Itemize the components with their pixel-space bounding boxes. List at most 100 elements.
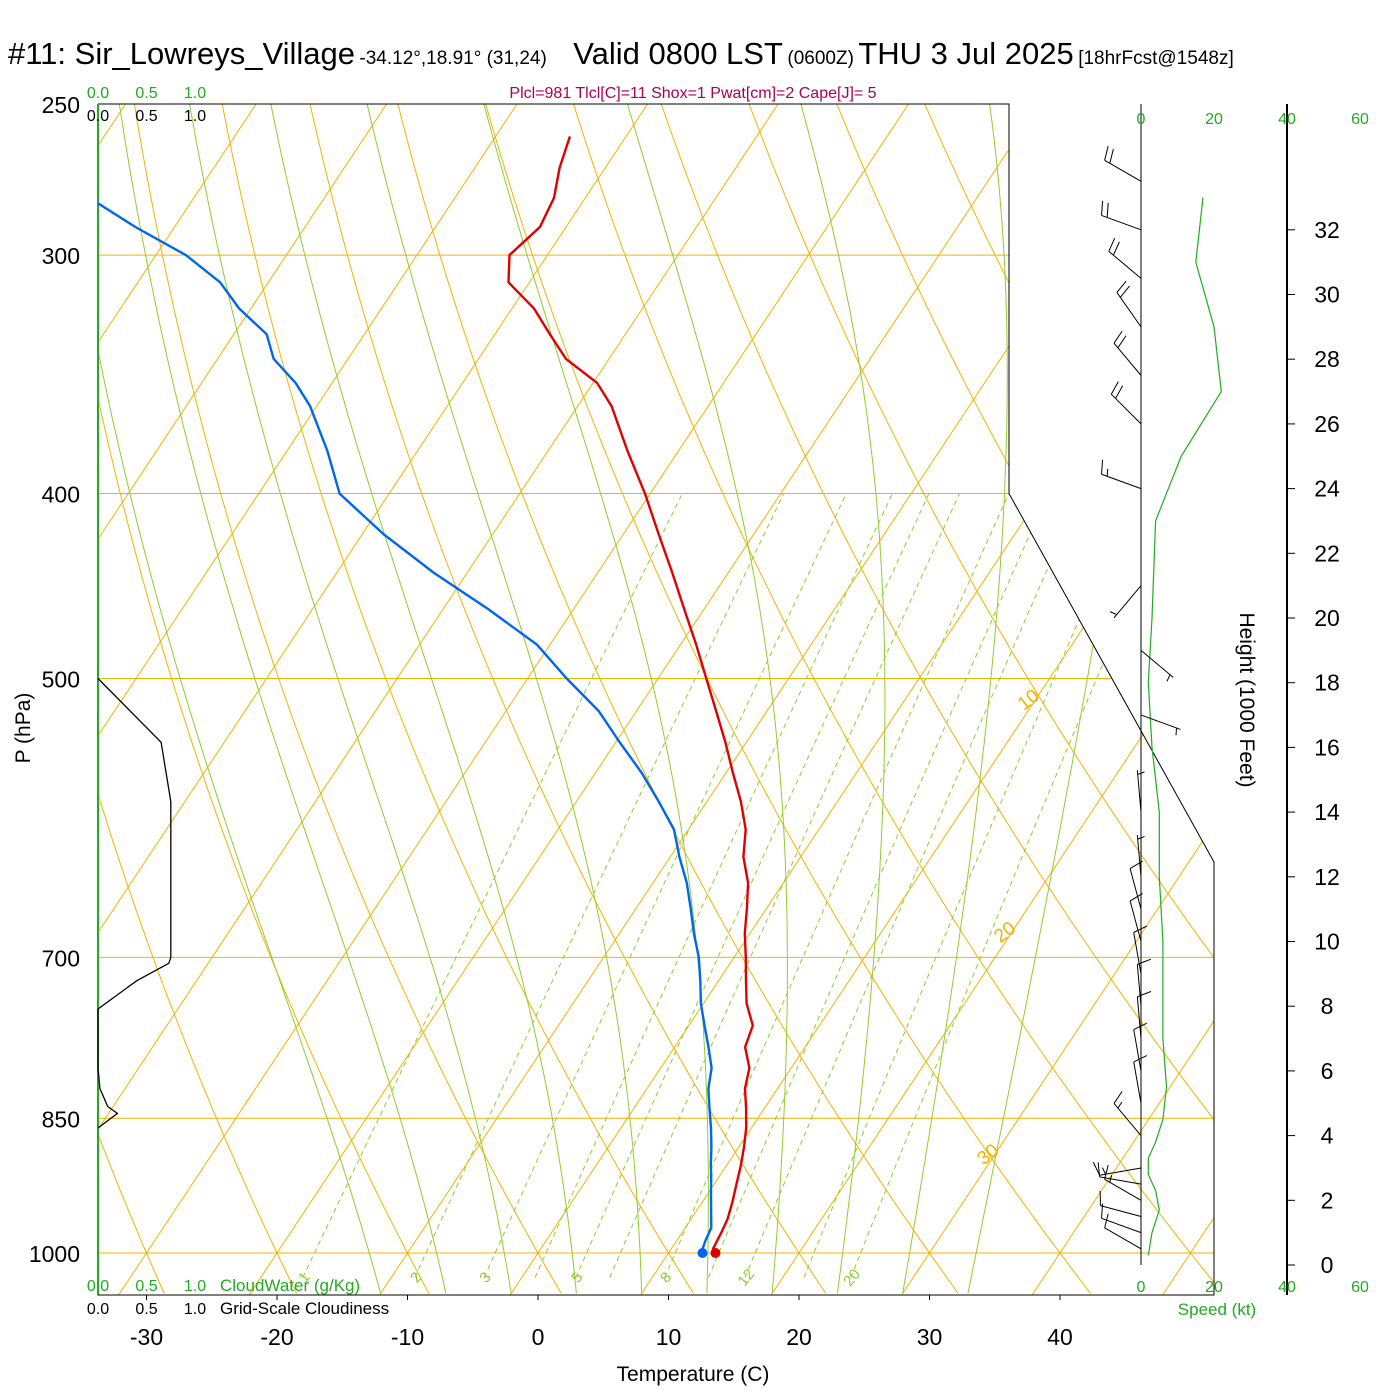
height-axis-label: Height (1000 Feet) bbox=[1235, 612, 1258, 787]
cloudiness-label: Grid-Scale Cloudiness bbox=[220, 1299, 389, 1318]
mixing-ratio-line bbox=[483, 493, 847, 1278]
mixing-ratio-label: 5 bbox=[568, 1269, 586, 1286]
moist-adiabat bbox=[366, 104, 643, 1294]
speed-tick-label: 40 bbox=[1278, 111, 1296, 128]
mixing-ratio-label: 2 bbox=[407, 1269, 425, 1286]
wind-barb bbox=[1092, 1161, 1142, 1176]
wind-barb bbox=[1129, 893, 1143, 942]
wind-barb bbox=[1136, 834, 1145, 877]
isotherm-line bbox=[668, 104, 1214, 1254]
isotherm-line-ext bbox=[640, 1252, 669, 1295]
wind-barb bbox=[1116, 280, 1142, 328]
cloudiness-panel: 0.0 0.0 0.0 0.0 0.5 0.5 0.5 0.5 1.0 1.0 1.0 1.0 bbox=[87, 85, 206, 1318]
wind-barb bbox=[1101, 459, 1142, 490]
height-tick-label: 2 bbox=[1321, 1187, 1334, 1213]
cloudwater-top-tick: 0.0 bbox=[87, 85, 109, 102]
cloudiness-top-tick: 0.0 bbox=[87, 108, 109, 125]
isotherm-line-ext bbox=[379, 1252, 408, 1295]
stability-params: Plcl=981 Tlcl[C]=11 Shox=1 Pwat[cm]=2 Ca… bbox=[509, 85, 876, 102]
dry-adiabat bbox=[133, 104, 562, 1294]
temperature-trace bbox=[507, 136, 755, 1254]
speed-tick-label: 20 bbox=[1205, 1279, 1223, 1296]
isotherm-line bbox=[98, 104, 518, 1254]
wind-barb bbox=[1140, 649, 1174, 682]
dry-adiabat bbox=[573, 104, 1214, 1294]
wind-barb bbox=[1113, 1091, 1142, 1136]
isotherm-line-ext bbox=[1031, 1252, 1061, 1295]
cloudwater-label: CloudWater (g/Kg) bbox=[220, 1276, 360, 1295]
dry-adiabat bbox=[485, 104, 1091, 1294]
x-tick-label: -10 bbox=[391, 1324, 424, 1350]
temperature-surface-point bbox=[710, 1248, 721, 1258]
cloudwater-top-tick: 0.5 bbox=[135, 85, 157, 102]
valid-utc: (0600Z) bbox=[787, 48, 854, 69]
forecast-info: [18hrFcst@1548z] bbox=[1078, 48, 1234, 69]
isotherm-line bbox=[146, 104, 910, 1254]
moist-adiabat bbox=[483, 104, 709, 1294]
speed-tick-label: 60 bbox=[1351, 1279, 1369, 1296]
x-tick-label: 0 bbox=[532, 1324, 545, 1350]
dry-adiabat bbox=[221, 104, 694, 1294]
dry-adiabat bbox=[309, 104, 827, 1294]
mixing-ratio-line bbox=[744, 493, 1082, 1278]
mixing-ratio-label: 12 bbox=[734, 1266, 758, 1290]
isotherm-label: 20 bbox=[990, 918, 1020, 948]
cloudwater-bottom-tick: 1.0 bbox=[184, 1278, 206, 1295]
isotherm-line-ext bbox=[248, 1252, 278, 1295]
pressure-tick-label: 850 bbox=[42, 1106, 80, 1132]
pressure-tick-label: 400 bbox=[42, 482, 80, 508]
dry-adiabat bbox=[397, 104, 959, 1294]
wind-barb bbox=[1108, 237, 1142, 279]
isotherm-label: 10 bbox=[1059, 225, 1089, 255]
height-tick-label: 6 bbox=[1321, 1058, 1334, 1084]
moist-adiabat bbox=[189, 104, 512, 1294]
height-tick-label: 16 bbox=[1314, 734, 1340, 760]
pressure-tick-label: 1000 bbox=[29, 1241, 80, 1267]
isotherm-label: 0 bbox=[1039, 461, 1060, 484]
cloudiness-bottom-tick: 0.5 bbox=[135, 1301, 157, 1318]
moist-adiabat bbox=[118, 104, 447, 1294]
dry-adiabat bbox=[1187, 104, 1214, 1294]
height-tick-label: 4 bbox=[1321, 1123, 1334, 1149]
cloudiness-trace bbox=[97, 678, 172, 1129]
mixing-ratio-line bbox=[708, 493, 1049, 1278]
cloudiness-top-tick: 0.5 bbox=[135, 108, 157, 125]
x-tick-label: 30 bbox=[917, 1324, 943, 1350]
moist-adiabat bbox=[270, 104, 577, 1294]
mixing-ratio-line bbox=[803, 493, 1134, 1278]
mixing-ratio-line bbox=[302, 493, 683, 1278]
mixing-ratio-line bbox=[414, 493, 785, 1278]
speed-tick-label: 60 bbox=[1351, 111, 1369, 128]
speed-label: Speed (kt) bbox=[1178, 1300, 1256, 1319]
mixing-ratio-line bbox=[609, 493, 960, 1278]
mixing-ratio-line bbox=[664, 493, 1010, 1278]
cloudiness-top-tick: 1.0 bbox=[184, 108, 206, 125]
height-tick-label: 12 bbox=[1314, 864, 1340, 890]
height-tick-label: 0 bbox=[1321, 1252, 1334, 1278]
height-tick-label: 22 bbox=[1314, 540, 1340, 566]
dry-adiabat bbox=[836, 104, 1214, 1294]
mixing-ratio-line bbox=[850, 493, 1176, 1278]
isotherm-line-ext bbox=[770, 1252, 800, 1295]
moist-adiabat bbox=[627, 104, 788, 1294]
wind-barb bbox=[1101, 200, 1142, 231]
pressure-tick-label: 250 bbox=[42, 92, 80, 118]
valid-date: THU 3 Jul 2025 bbox=[858, 36, 1074, 71]
dewpoint-trace bbox=[98, 166, 713, 1254]
dry-adiabat bbox=[660, 104, 1214, 1294]
isotherm-line-ext bbox=[901, 1252, 930, 1295]
dry-adiabat bbox=[98, 104, 430, 1294]
speed-tick-label: 40 bbox=[1278, 1279, 1296, 1296]
isotherm-line-ext bbox=[1293, 1253, 1321, 1295]
height-tick-label: 10 bbox=[1314, 929, 1340, 955]
moist-adiabat bbox=[800, 104, 886, 1294]
height-tick-label: 18 bbox=[1314, 670, 1340, 696]
isotherm-line-ext bbox=[0, 1253, 16, 1295]
height-tick-label: 14 bbox=[1314, 799, 1340, 825]
moist-adiabat bbox=[902, 104, 1008, 1294]
pressure-tick-label: 700 bbox=[42, 945, 80, 971]
x-tick-label: 20 bbox=[786, 1324, 812, 1350]
speed-tick-label: 0 bbox=[1137, 111, 1146, 128]
